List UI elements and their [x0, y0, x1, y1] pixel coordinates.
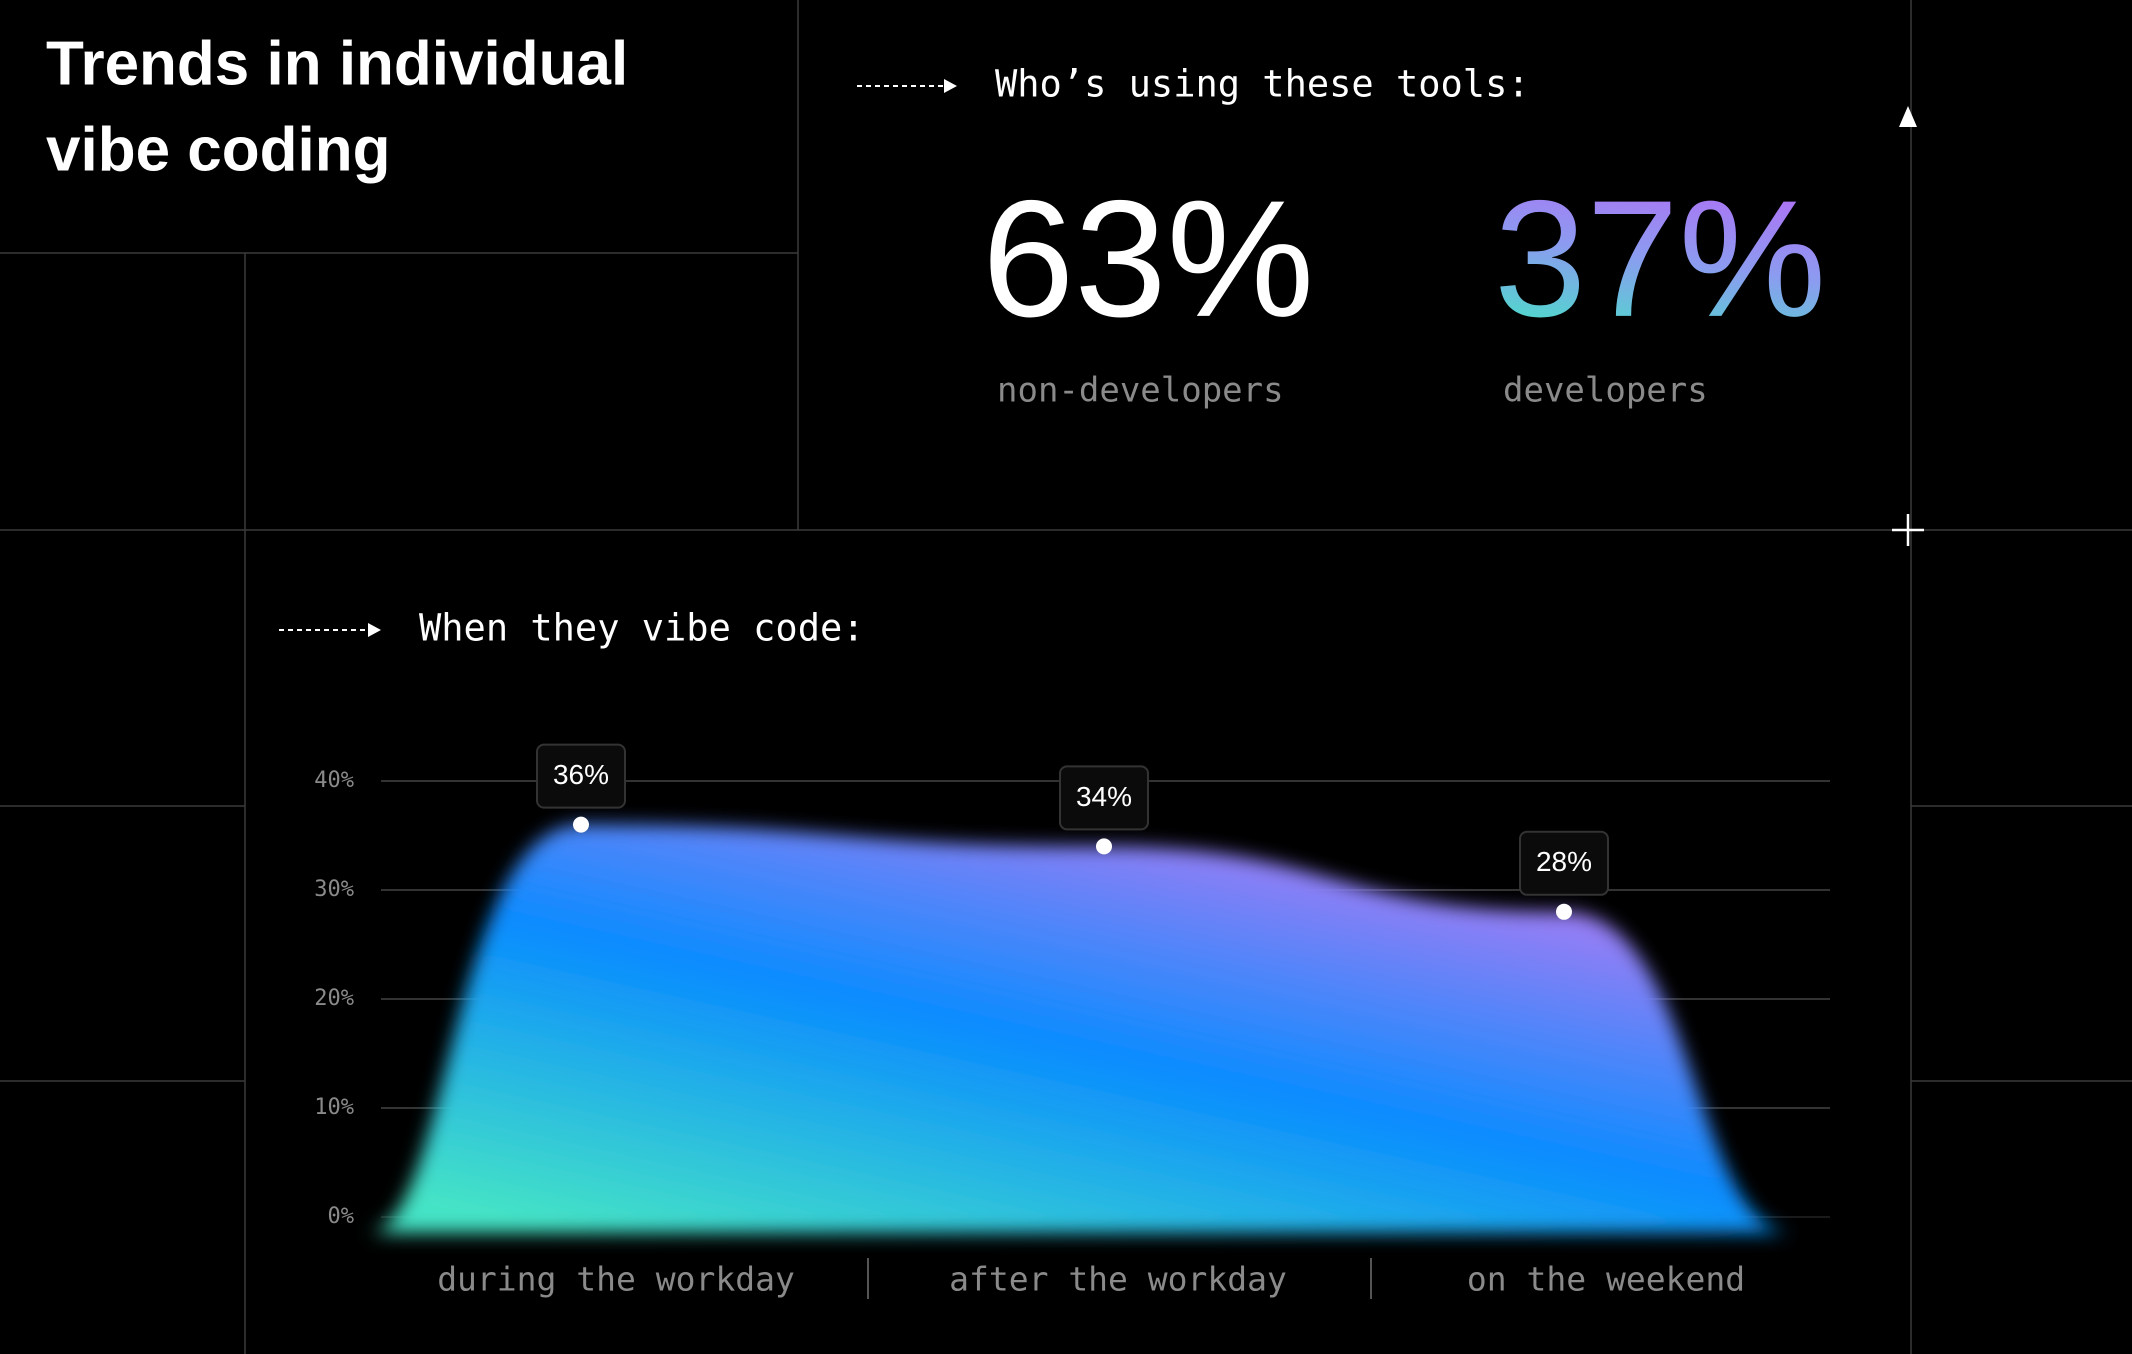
value-label: 36%	[553, 759, 609, 790]
y-tick-label: 20%	[314, 986, 354, 1011]
value-label: 34%	[1076, 781, 1132, 812]
chart: 0% 10% 20% 30% 40% during the workday after th…	[314, 743, 1830, 1299]
stat-label: developers	[1503, 371, 1708, 411]
x-tick-label: after the workday	[949, 1260, 1287, 1299]
category-separators	[867, 1258, 1372, 1299]
stat-value: 63%	[982, 167, 1314, 352]
y-tick-label: 0%	[328, 1204, 355, 1229]
triangle-icon	[1899, 106, 1917, 127]
section-heading: Who’s using these tools:	[995, 63, 1530, 106]
stat-value: 37%	[1494, 167, 1826, 352]
point	[1096, 838, 1112, 855]
y-tick-label: 30%	[314, 877, 354, 902]
chart-title: When they vibe code:	[419, 607, 865, 650]
title-line: vibe coding	[46, 115, 390, 184]
y-tick-label: 10%	[314, 1095, 354, 1120]
x-tick-label: during the workday	[437, 1260, 795, 1299]
plus-icon	[1892, 514, 1924, 546]
y-tick-label: 40%	[314, 768, 354, 793]
point	[573, 816, 589, 833]
x-tick-label: on the weekend	[1467, 1260, 1745, 1299]
value-label: 28%	[1536, 846, 1592, 877]
arrow	[279, 623, 381, 637]
value-label-box	[1059, 765, 1149, 831]
point	[1556, 903, 1572, 920]
value-label-box	[536, 743, 626, 809]
value-label-box	[1519, 830, 1609, 896]
title-line: Trends in individual	[46, 29, 628, 98]
arrow	[857, 79, 957, 93]
area	[367, 824, 1795, 1233]
stat-label: non-developers	[997, 371, 1284, 411]
